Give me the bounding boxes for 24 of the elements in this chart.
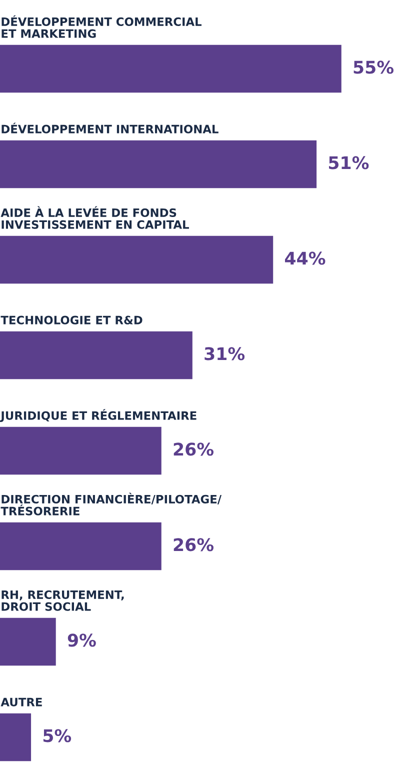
y-tick-label: RH, RECRUTEMENT, DROIT SOCIAL <box>2 590 124 611</box>
bar <box>0 713 32 762</box>
data-label: 5% <box>43 729 72 742</box>
y-tick-label: AIDE À LA LEVÉE DE FONDS INVESTISSEMENT EN CAPITAL <box>0 206 189 229</box>
bar <box>0 44 342 93</box>
bar <box>0 331 192 380</box>
bar <box>0 426 162 475</box>
y-tick-label: DÉVELOPPEMENT INTERNATIONAL <box>2 122 218 134</box>
y-tick-label: DIRECTION FINANCIÈRE/PILOTAGE/ TRÉSORERIE <box>0 492 222 516</box>
data-label: 26% <box>174 538 214 552</box>
data-label: 31% <box>204 347 245 360</box>
y-tick-label: AUTRE <box>0 698 42 706</box>
y-tick-label: DÉVELOPPEMENT COMMERCIAL ET MARKETING <box>2 15 202 38</box>
bar <box>0 140 317 188</box>
data-label: 9% <box>68 634 96 647</box>
data-label: 51% <box>329 156 369 170</box>
data-label: 55% <box>354 60 394 74</box>
y-tick-label: JURIDIQUE ET RÉGLEMENTAIRE <box>0 409 196 422</box>
bar <box>0 522 162 570</box>
data-label: 44% <box>284 252 326 265</box>
bar <box>0 618 56 666</box>
bar <box>0 236 274 284</box>
y-tick-label: TECHNOLOGIE ET R&D <box>0 316 142 324</box>
data-label: 26% <box>174 442 214 456</box>
